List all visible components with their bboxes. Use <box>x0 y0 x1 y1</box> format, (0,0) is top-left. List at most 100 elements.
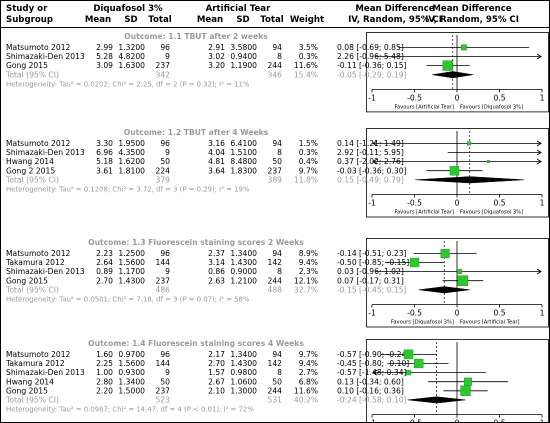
header-study-line1: Study or <box>6 4 48 14</box>
total-label: Total (95% CI) <box>5 285 59 294</box>
exp-mean: 2.80 <box>96 377 113 386</box>
heterogeneity-text: Heterogeneity: Tau² = 0.0987; Chi² = 14.… <box>6 406 254 414</box>
study-name: Matsumoto 2012 <box>6 350 71 359</box>
header-ctl-sd: SD <box>236 15 249 25</box>
exp-mean: 2.64 <box>96 258 113 267</box>
study-weight: 1.5% <box>299 139 318 148</box>
study-row: Shimazaki-Den 2013 0.89 1.1700 9 0.86 0.9000 8… <box>6 267 542 276</box>
x-axis-tick-label: 1 <box>540 93 545 102</box>
study-row: Takamura 2012 2.25 1.5600 144 2.70 1.4300 142 9… <box>5 358 449 369</box>
x-axis: -1 -0.5 0 0.5 1 Favours [Artificial Tear] Favo… <box>368 194 545 216</box>
total-ci: -0.15 [-0.45; 0.15] <box>337 285 407 294</box>
study-weight: 2.7% <box>299 368 318 377</box>
exp-sd: 1.4300 <box>118 276 145 285</box>
x-axis: -1 -0.5 0 0.5 1 Favours [Artificial Tear] Favo… <box>368 89 545 110</box>
exp-mean: 5.28 <box>96 52 113 61</box>
study-name: Hwang 2014 <box>6 157 54 166</box>
study-name: Gong 2015 <box>6 61 48 70</box>
x-axis-tick-label: 0.5 <box>493 93 505 102</box>
ctl-sd: 1.1900 <box>230 61 257 70</box>
subgroup-title: Outcome: 1.3 Fluorescein staining scores… <box>88 238 304 247</box>
exp-sd: 0.9700 <box>118 350 145 359</box>
study-weight: 9.7% <box>299 166 318 175</box>
ctl-sd: 0.9000 <box>230 267 257 276</box>
exp-sd: 1.8100 <box>118 166 145 175</box>
study-weight: 0.4% <box>299 157 318 166</box>
ctl-sd: 1.3400 <box>230 249 257 258</box>
table-header: Study or Subgroup Diquafosol 3% Artifici… <box>0 4 550 28</box>
study-row: Gong 2015 2.70 1.4300 237 2.63 1.2100 244 12.1%… <box>6 275 484 286</box>
pooled-diamond <box>415 176 525 184</box>
study-weight: 9.4% <box>299 359 318 368</box>
study-effect-square <box>487 160 490 164</box>
favours-left-label: Favours [Diquafosol 3%] <box>391 320 454 326</box>
x-axis-tick-label: -1 <box>368 199 376 208</box>
header-control-group: Artificial Tear <box>206 4 271 14</box>
exp-mean: 2.25 <box>96 359 113 368</box>
ctl-sd: 0.9400 <box>230 52 257 61</box>
exp-sd: 1.5600 <box>118 258 145 267</box>
x-axis-tick-label: -0.5 <box>407 309 422 318</box>
ctl-mean: 3.16 <box>208 139 225 148</box>
exp-n: 96 <box>160 43 170 52</box>
total-exp-n: 523 <box>156 396 171 405</box>
study-name: Shimazaki-Den 2013 <box>6 52 85 61</box>
ctl-sd: 1.2100 <box>230 276 257 285</box>
total-ci: -0.05 [-0.29; 0.19] <box>337 70 407 79</box>
exp-mean: 1.60 <box>96 350 113 359</box>
ci-arrow-left <box>372 369 378 376</box>
x-axis-tick-label: 1 <box>540 309 545 318</box>
ctl-sd: 1.0600 <box>230 377 257 386</box>
header-plot-method: IV, Random, 95% CI <box>425 15 519 25</box>
ctl-mean: 2.63 <box>208 276 225 285</box>
ctl-n: 244 <box>268 61 283 70</box>
study-weight: 9.4% <box>299 258 318 267</box>
study-name: Shimazaki-Den 2013 <box>6 267 85 276</box>
exp-n: 9 <box>165 267 170 276</box>
study-ci: -0.50 [-0.85; -0.15] <box>337 258 409 267</box>
study-name: Shimazaki-Den 2013 <box>6 368 85 377</box>
total-exp-n: 379 <box>156 175 171 184</box>
favours-left-label: Favours [Artificial Tear] <box>394 210 454 216</box>
total-row: Total (95% CI) 379 389 11.8% 0.15 [-0.49; 0.… <box>5 175 525 184</box>
pooled-diamond <box>432 71 474 79</box>
study-name: Takamura 2012 <box>5 359 65 368</box>
total-exp-n: 342 <box>156 70 171 79</box>
study-row: Shimazaki-Den 2013 1.00 0.9300 9 1.57 0.9800 8… <box>6 368 486 377</box>
exp-mean: 5.18 <box>96 157 113 166</box>
ctl-n: 8 <box>277 267 282 276</box>
study-ci: 0.13 [-0.34; 0.60] <box>337 377 404 386</box>
ctl-n: 50 <box>272 157 282 166</box>
exp-mean: 3.30 <box>96 139 113 148</box>
study-row: Gong 2015 3.09 1.6300 237 3.20 1.1900 244 11.6%… <box>6 60 470 71</box>
ctl-sd: 1.3000 <box>230 386 257 395</box>
x-axis-tick-label: -0.5 <box>407 93 422 102</box>
study-ci: -0.14 [-0.51; 0.23] <box>337 249 407 258</box>
study-effect-square <box>440 248 450 258</box>
x-axis-tick-label: -1 <box>368 93 376 102</box>
study-name: Gong 2015 <box>6 276 48 285</box>
total-weight: 15.4% <box>294 70 318 79</box>
study-effect-square <box>464 377 473 386</box>
pooled-diamond <box>418 286 470 294</box>
study-effect-square <box>414 358 424 369</box>
total-weight: 40.2% <box>294 396 318 405</box>
exp-mean: 1.00 <box>96 368 113 377</box>
exp-sd: 0.9300 <box>118 368 145 377</box>
study-effect-square <box>409 257 420 268</box>
header-experimental-group: Diquafosol 3% <box>93 4 163 14</box>
heterogeneity-text: Heterogeneity: Tau² = 0.0501; Chi² = 7.1… <box>6 296 250 304</box>
study-effect-square <box>403 349 414 360</box>
subgroup-3: Outcome: 1.3 Fluorescein staining scores… <box>5 238 549 328</box>
exp-sd: 1.9500 <box>118 139 145 148</box>
x-axis-tick-label: 0 <box>455 419 460 423</box>
ctl-n: 8 <box>277 148 282 157</box>
study-ci: 2.92 [-0.11; 5.95] <box>337 148 404 157</box>
study-effect-square <box>457 275 469 286</box>
exp-sd: 1.6200 <box>118 157 145 166</box>
ci-arrow-right <box>536 53 542 60</box>
header-plot-title: Mean Difference <box>432 4 511 14</box>
ctl-n: 94 <box>272 249 282 258</box>
ctl-mean: 2.17 <box>208 350 225 359</box>
study-weight: 3.5% <box>299 43 318 52</box>
